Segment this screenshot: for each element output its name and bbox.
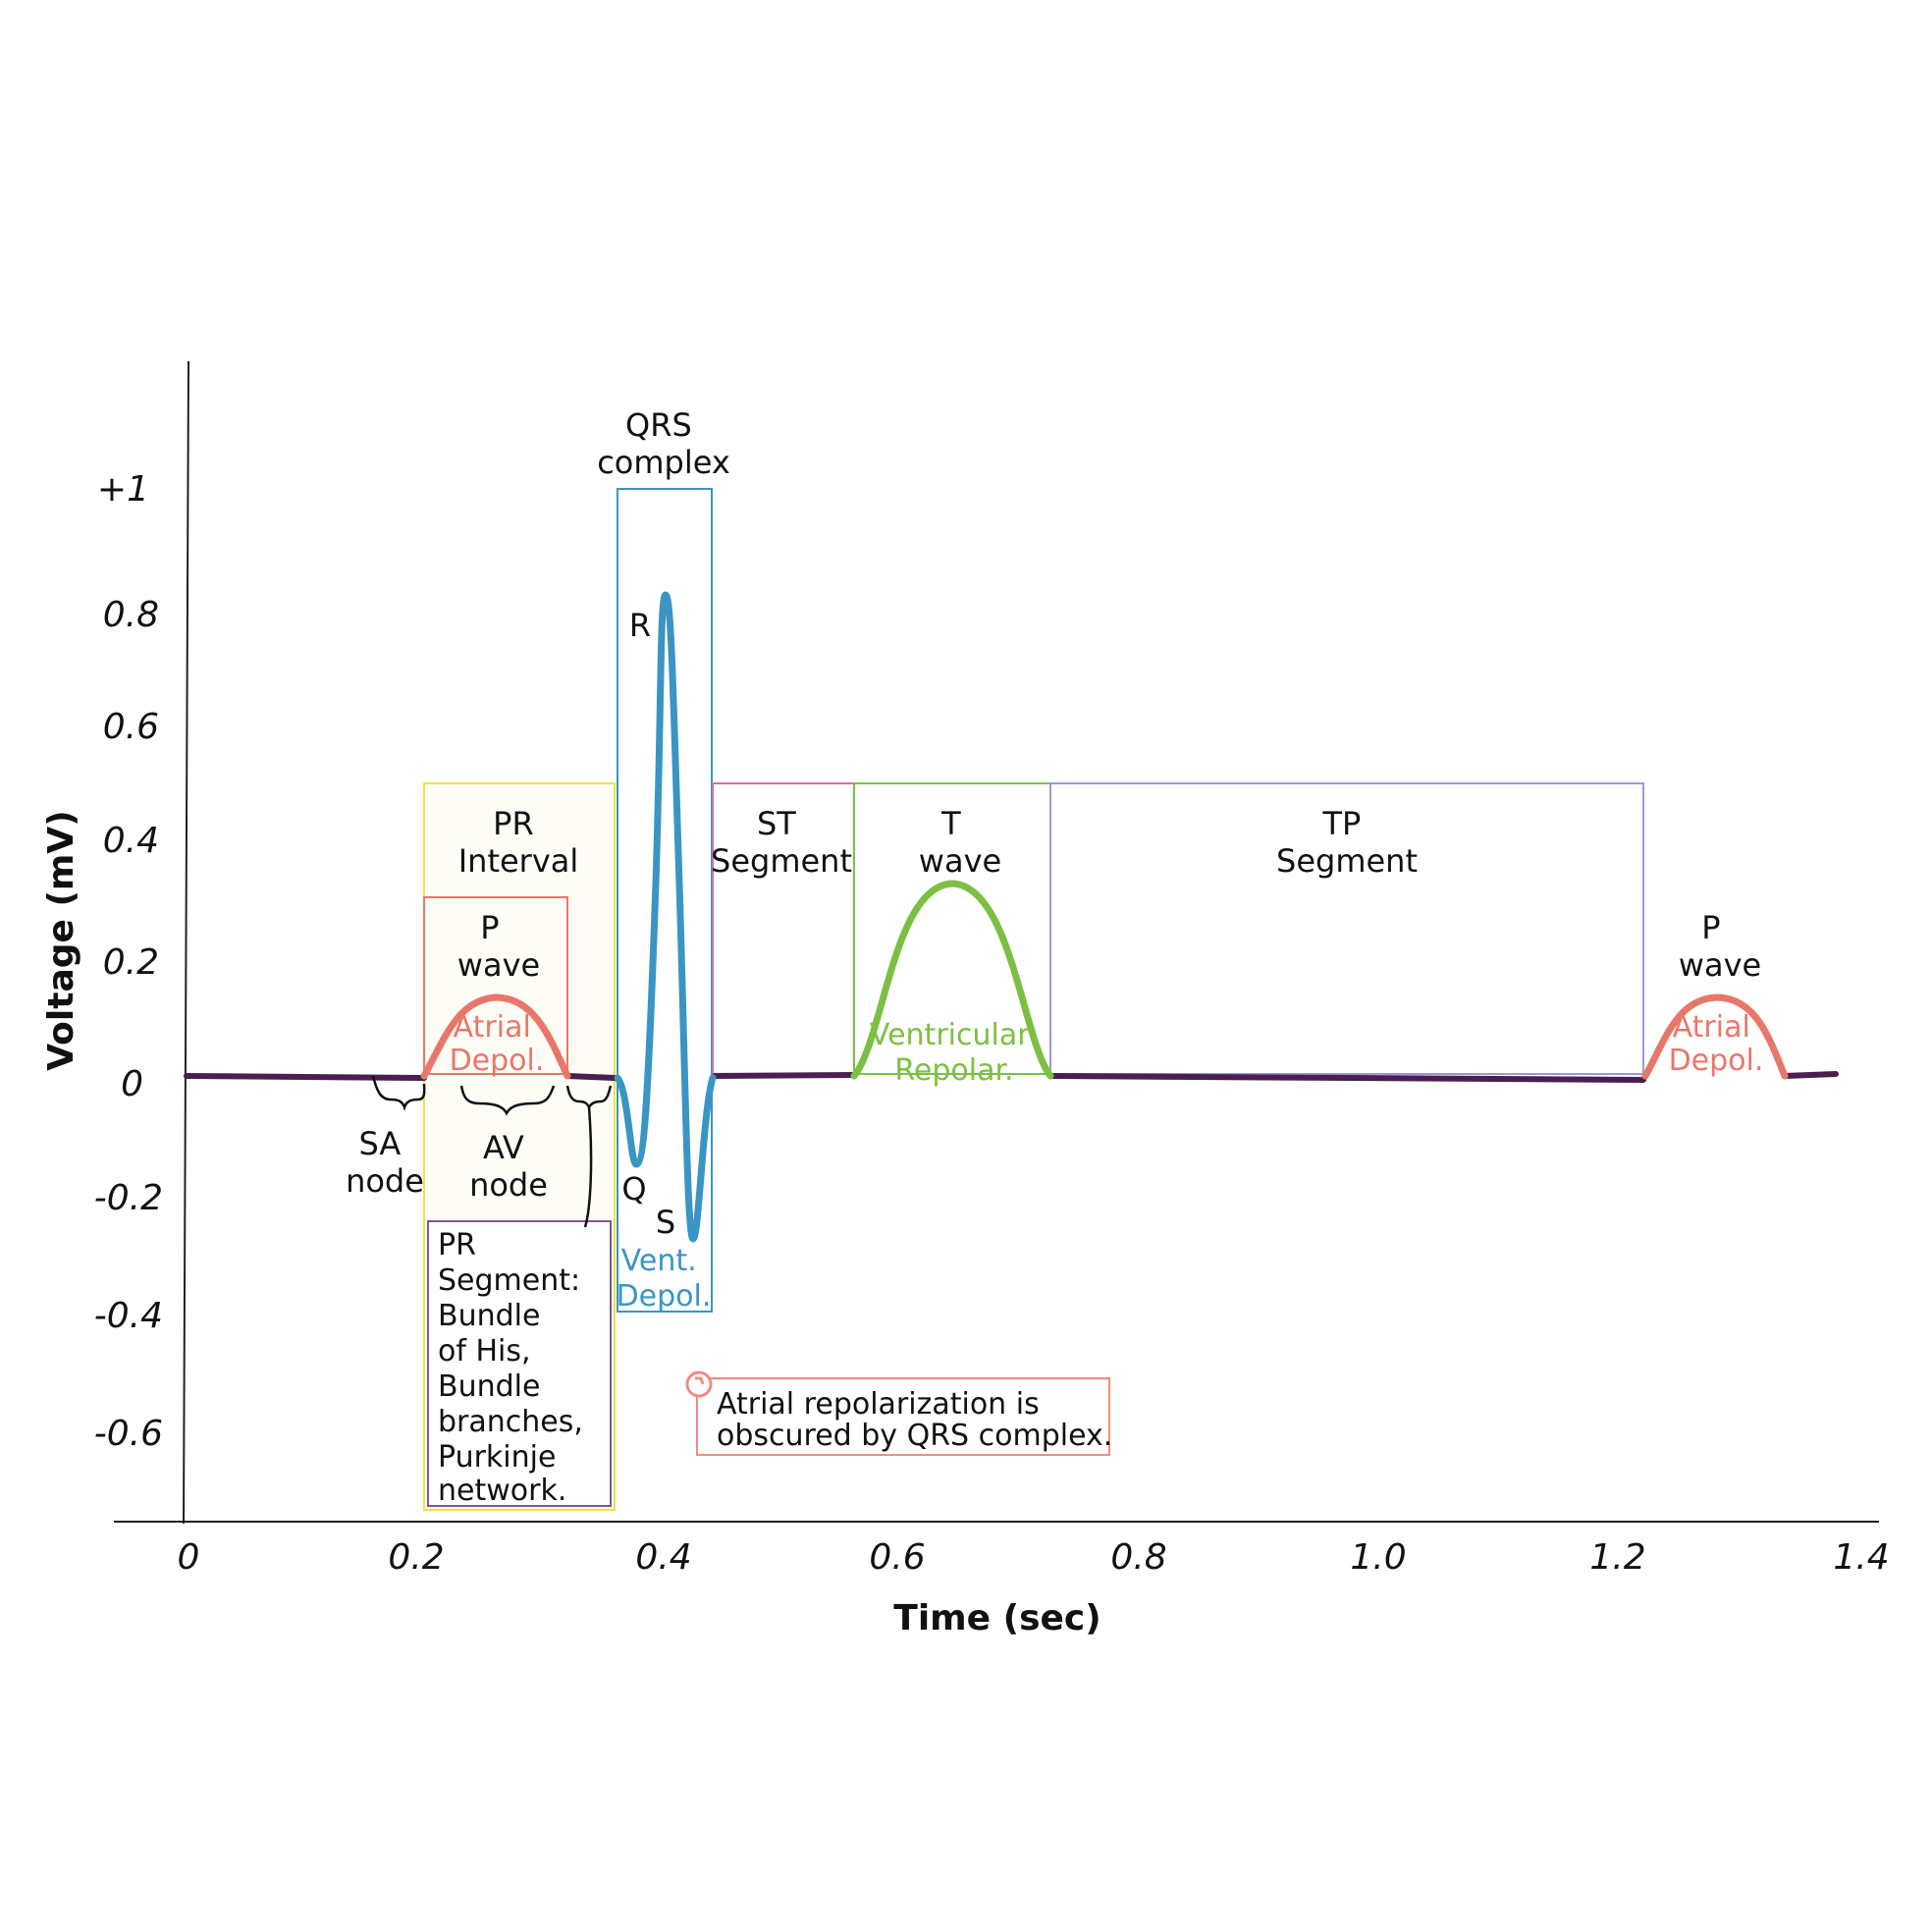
note-box [696, 1377, 1110, 1456]
x-axis-title: Time (sec) [893, 1598, 1100, 1638]
baseline-end [1782, 1071, 1839, 1079]
tp-segment-label: TP Segment [1276, 805, 1418, 880]
sa-node-label: SA node [346, 1125, 424, 1200]
pr-segment-text: PR Segment: Bundle of His, Bundle branch… [438, 1228, 592, 1508]
st-segment-label: ST Segment [711, 805, 852, 880]
x-tick-label: 1.2 [1589, 1537, 1645, 1578]
x-tick-label: 0 [178, 1537, 200, 1578]
p-wave-2-curve [1641, 993, 1789, 1080]
p-wave-box [423, 896, 568, 1075]
t-wave-sublabel: Ventricular Repolar. [870, 1018, 1039, 1088]
x-tick-label: 0.6 [869, 1537, 925, 1578]
av-node-bracket [459, 1085, 556, 1116]
y-tick-label: 0 [121, 1064, 143, 1104]
p-wave-label: P wave [457, 909, 540, 984]
p-wave-curve [420, 993, 571, 1080]
baseline-st-segment [712, 1072, 857, 1079]
y-tick-label: -0.4 [94, 1296, 163, 1336]
note-text: Atrial repolarization is obscured by QRS… [717, 1387, 1112, 1453]
pr-segment-pointer [583, 1106, 593, 1228]
y-tick-label: 0.6 [103, 707, 159, 747]
x-tick-label: 1.4 [1833, 1537, 1889, 1578]
t-wave-label: T wave [919, 805, 1001, 880]
tp-segment-box [1049, 782, 1644, 1075]
note-marker-icon [685, 1370, 713, 1398]
note-marker-tick [695, 1376, 705, 1385]
x-tick-label: 1.0 [1350, 1537, 1406, 1578]
y-axis-title: Voltage (mV) [41, 810, 81, 1070]
x-tick-label: 0.8 [1110, 1537, 1166, 1578]
s-point-label: S [656, 1204, 675, 1241]
baseline-start [184, 1073, 427, 1081]
baseline-tp-segment [1047, 1073, 1646, 1083]
y-tick-label: -0.2 [94, 1178, 163, 1218]
sa-node-bracket [371, 1075, 426, 1111]
y-axis [183, 360, 189, 1525]
x-tick-label: 0.2 [388, 1537, 444, 1578]
y-tick-label: -0.6 [94, 1414, 163, 1454]
qrs-sublabel: Vent. Depol. [617, 1244, 712, 1314]
y-tick-label: 0.2 [103, 942, 159, 983]
pr-interval-label: PR Interval [458, 805, 579, 880]
q-point-label: Q [621, 1170, 646, 1208]
p-wave-sublabel: Atrial Depol. [450, 1010, 545, 1078]
p-wave-2-sublabel: Atrial Depol. [1669, 1010, 1764, 1078]
y-tick-label: 0.4 [103, 821, 159, 861]
pr-segment-box [427, 1220, 612, 1507]
qrs-complex-label: QRS complex [597, 406, 730, 481]
y-tick-label: +1 [97, 469, 149, 510]
y-tick-label: 0.8 [103, 595, 159, 635]
r-point-label: R [629, 607, 651, 644]
av-node-label: AV node [469, 1129, 548, 1204]
t-wave-curve [850, 880, 1054, 1080]
p-wave-2-label: P wave [1679, 909, 1761, 984]
x-tick-label: 0.4 [635, 1537, 691, 1578]
baseline-pr-segment [564, 1073, 617, 1081]
qrs-curve [614, 591, 717, 1243]
